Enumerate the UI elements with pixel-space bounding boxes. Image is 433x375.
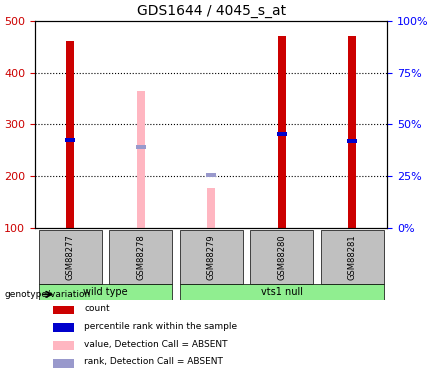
Bar xyxy=(207,188,215,228)
Bar xyxy=(65,138,75,142)
FancyBboxPatch shape xyxy=(250,230,313,284)
Bar xyxy=(53,306,74,314)
Bar xyxy=(277,132,287,136)
Bar xyxy=(53,359,74,368)
Text: GSM88277: GSM88277 xyxy=(66,234,75,280)
FancyBboxPatch shape xyxy=(109,230,172,284)
Bar xyxy=(349,36,356,228)
Text: GSM88280: GSM88280 xyxy=(277,234,286,280)
Text: percentile rank within the sample: percentile rank within the sample xyxy=(84,322,237,331)
Text: rank, Detection Call = ABSENT: rank, Detection Call = ABSENT xyxy=(84,357,223,366)
Text: genotype/variation: genotype/variation xyxy=(4,290,90,299)
Text: value, Detection Call = ABSENT: value, Detection Call = ABSENT xyxy=(84,340,228,349)
Bar xyxy=(137,91,145,228)
Title: GDS1644 / 4045_s_at: GDS1644 / 4045_s_at xyxy=(137,4,286,18)
FancyBboxPatch shape xyxy=(39,284,172,300)
Text: GSM88281: GSM88281 xyxy=(348,234,357,280)
Bar xyxy=(66,41,74,228)
Bar xyxy=(136,145,146,149)
Text: vts1 null: vts1 null xyxy=(261,286,303,297)
Bar xyxy=(278,36,285,228)
FancyBboxPatch shape xyxy=(180,284,384,300)
Text: wild type: wild type xyxy=(83,286,128,297)
Bar xyxy=(53,324,74,332)
FancyBboxPatch shape xyxy=(180,230,243,284)
Text: GSM88279: GSM88279 xyxy=(207,234,216,280)
Text: count: count xyxy=(84,304,110,313)
Text: GSM88278: GSM88278 xyxy=(136,234,145,280)
Bar xyxy=(206,173,216,177)
FancyBboxPatch shape xyxy=(320,230,384,284)
Bar xyxy=(53,341,74,350)
FancyBboxPatch shape xyxy=(39,230,102,284)
Bar xyxy=(347,139,357,143)
